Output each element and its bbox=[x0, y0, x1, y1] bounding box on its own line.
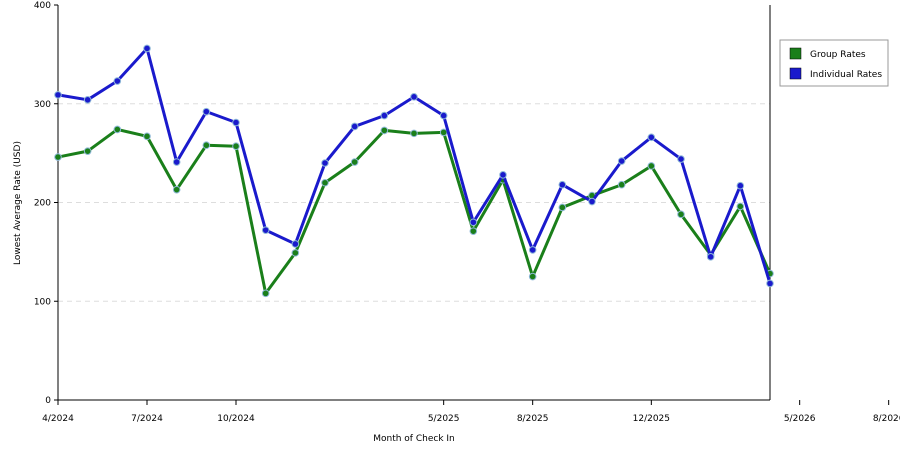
data-point-group-rates bbox=[172, 185, 181, 194]
data-point-individual-rates bbox=[261, 226, 270, 234]
data-point-individual-rates bbox=[766, 279, 774, 288]
grid bbox=[58, 103, 770, 302]
x-ticks: 4/2024 7/2024 10/2024 5/2025 8/2025 12/2025 5/… bbox=[42, 400, 900, 424]
y-tick-label: 300 bbox=[34, 100, 51, 110]
y-tick-label: 200 bbox=[34, 199, 51, 209]
legend-swatch-individual-rates bbox=[789, 67, 802, 80]
x-tick-label: 5/2026 bbox=[784, 414, 816, 424]
data-point-individual-rates bbox=[202, 107, 211, 116]
data-point-group-rates bbox=[261, 289, 270, 298]
y-tick-label: 400 bbox=[34, 1, 51, 11]
data-point-individual-rates bbox=[706, 253, 715, 261]
x-tick-label: 12/2025 bbox=[633, 414, 670, 424]
data-point-individual-rates bbox=[588, 197, 596, 206]
x-axis-title: Month of Check In bbox=[373, 434, 455, 444]
data-point-individual-rates bbox=[617, 157, 626, 165]
data-point-individual-rates bbox=[558, 180, 567, 189]
data-point-group-rates bbox=[321, 178, 329, 187]
data-point-individual-rates bbox=[350, 122, 359, 131]
data-point-group-rates bbox=[232, 142, 240, 151]
data-point-group-rates bbox=[350, 158, 359, 166]
data-point-group-rates bbox=[291, 249, 300, 257]
data-point-individual-rates bbox=[469, 218, 478, 227]
data-point-group-rates bbox=[380, 126, 389, 135]
data-point-individual-rates bbox=[410, 93, 418, 101]
data-point-individual-rates bbox=[439, 111, 448, 120]
data-point-group-rates bbox=[617, 180, 626, 189]
y-ticks: 0 100 200 300 400 bbox=[34, 1, 58, 406]
legend-label-group-rates: Group Rates bbox=[810, 50, 866, 60]
data-point-individual-rates bbox=[647, 133, 656, 142]
data-point-individual-rates bbox=[321, 159, 329, 167]
x-tick-label: 8/2025 bbox=[517, 414, 549, 424]
series-line-group-rates bbox=[57, 127, 772, 295]
data-point-group-rates bbox=[202, 141, 211, 150]
y-tick-label: 0 bbox=[45, 396, 51, 406]
data-point-group-rates bbox=[439, 128, 448, 137]
data-point-group-rates bbox=[677, 210, 685, 219]
data-point-group-rates bbox=[558, 203, 567, 212]
legend-swatch-group-rates bbox=[789, 47, 802, 60]
data-point-individual-rates bbox=[83, 96, 92, 104]
data-point-individual-rates bbox=[380, 111, 389, 120]
data-point-individual-rates bbox=[677, 155, 685, 163]
legend: Group Rates Individual Rates bbox=[779, 39, 889, 87]
data-point-group-rates bbox=[143, 132, 151, 141]
data-point-group-rates bbox=[83, 147, 92, 155]
legend-label-individual-rates: Individual Rates bbox=[810, 70, 882, 80]
data-point-individual-rates bbox=[528, 246, 537, 254]
data-point-group-rates bbox=[736, 202, 745, 211]
x-tick-label: 7/2024 bbox=[131, 414, 163, 424]
data-point-group-rates bbox=[528, 272, 537, 281]
data-point-individual-rates bbox=[291, 240, 300, 248]
x-tick-label: 4/2024 bbox=[42, 414, 74, 424]
data-point-group-rates bbox=[469, 227, 478, 235]
x-tick-label: 8/2026 bbox=[873, 414, 900, 424]
data-point-individual-rates bbox=[113, 77, 122, 85]
x-tick-label: 10/2024 bbox=[217, 414, 255, 424]
y-axis-title: Lowest Average Rate (USD) bbox=[13, 141, 23, 265]
data-point-group-rates bbox=[54, 153, 62, 161]
data-point-individual-rates bbox=[54, 91, 62, 99]
data-point-group-rates bbox=[113, 125, 122, 134]
y-tick-label: 100 bbox=[34, 297, 51, 307]
data-point-individual-rates bbox=[143, 44, 151, 53]
data-point-individual-rates bbox=[172, 158, 181, 166]
data-point-group-rates bbox=[647, 162, 656, 170]
data-point-group-rates bbox=[410, 129, 418, 138]
series bbox=[54, 44, 774, 298]
x-tick-label: 5/2025 bbox=[428, 414, 460, 424]
data-point-individual-rates bbox=[499, 171, 507, 179]
data-point-individual-rates bbox=[736, 181, 745, 190]
data-point-individual-rates bbox=[232, 118, 240, 127]
